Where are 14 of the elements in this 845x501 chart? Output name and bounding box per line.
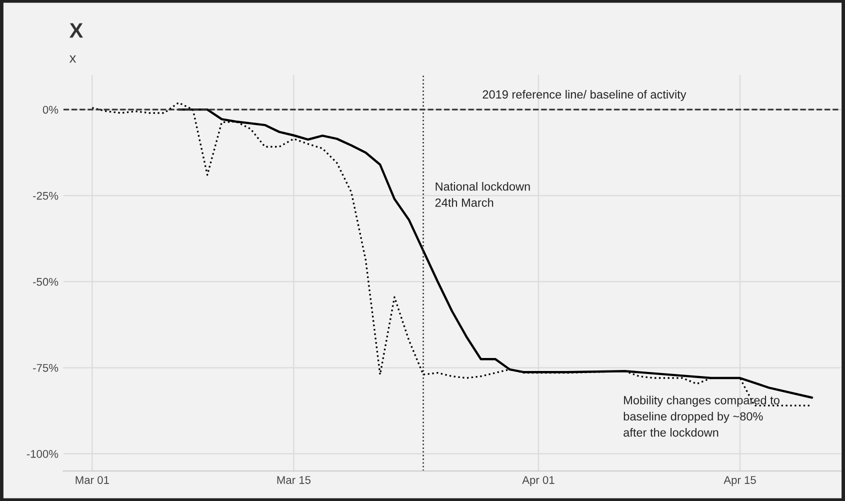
y-tick-label: -75% [33, 364, 58, 372]
x-tick-label: Apr 01 [522, 476, 554, 486]
y-tick-label: -100% [26, 450, 58, 458]
x-tick-label: Mar 01 [76, 476, 109, 484]
chart-subtitle: x [69, 55, 76, 63]
chart-title: X [69, 23, 84, 38]
y-tick-label: -50% [33, 278, 58, 286]
x-tick-label: Mar 15 [277, 476, 311, 484]
ref-line-label: 2019 reference line/ baseline of activity [482, 90, 686, 101]
annotation: Mobility changes compared to baseline dropped by ~80% after the lockdown [624, 396, 780, 437]
x-tick-label: Apr 15 [724, 476, 756, 486]
y-tick-label: 0% [42, 106, 58, 114]
y-tick-label: -25% [33, 192, 58, 200]
ref-line-label: National lockdown 24th March [435, 182, 530, 207]
